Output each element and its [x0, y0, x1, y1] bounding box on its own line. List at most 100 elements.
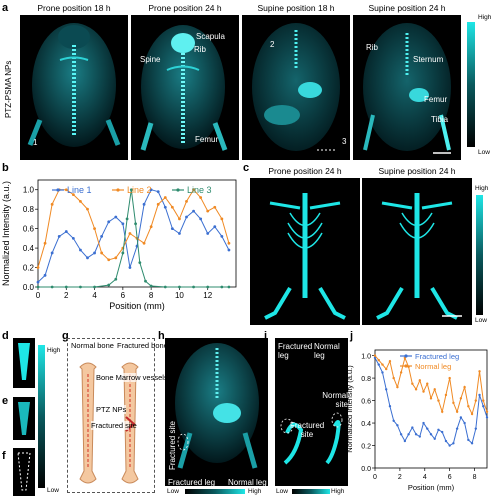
- data-point: [125, 217, 129, 221]
- data-point: [467, 404, 470, 408]
- panel-i-fractured-leg-label: Fractured leg: [278, 342, 313, 360]
- panel-a-colorbar: [467, 22, 475, 147]
- data-point: [385, 367, 388, 371]
- y-tick-label: 0.0: [361, 466, 371, 473]
- data-point: [470, 412, 474, 416]
- mouse-supine-24h-illustration: [363, 23, 451, 154]
- data-point: [385, 388, 388, 391]
- data-point: [64, 285, 68, 289]
- panel-a-image-supine-18h: [242, 15, 350, 160]
- data-point: [407, 433, 410, 436]
- x-axis-label: Position (mm): [109, 301, 165, 311]
- data-point: [43, 273, 47, 277]
- y-tick-label: 0.6: [23, 225, 35, 234]
- data-point: [220, 217, 224, 221]
- panel-a-image-prone-18h: [20, 15, 128, 160]
- x-tick-label: 8: [149, 291, 154, 300]
- panel-i-colorbar-high: High: [331, 488, 345, 495]
- data-point: [433, 388, 436, 391]
- panel-c-image-supine: [362, 178, 472, 325]
- panel-j-line-chart: 0 2 4 6 8 0.0 0.2 0.4 0.6 0.8 1.0 Position (mm) Norm…: [345, 349, 489, 492]
- data-point: [455, 427, 459, 430]
- panel-h-normal-leg-label: Normal leg: [228, 478, 267, 487]
- data-point: [114, 256, 118, 260]
- data-point: [107, 258, 111, 262]
- panel-c-title-2: Supine position 24 h: [378, 166, 456, 176]
- data-point: [86, 207, 89, 211]
- data-point: [192, 209, 195, 213]
- data-point: [227, 241, 231, 245]
- panel-h-image: [165, 338, 268, 486]
- data-point: [57, 235, 61, 238]
- data-point: [441, 430, 444, 434]
- mouse-supine-18h-illustration: [252, 23, 340, 151]
- data-point: [142, 202, 146, 206]
- plot-frame: [374, 349, 488, 469]
- y-axis-label: Normalized Intensity (a.u.): [345, 365, 354, 453]
- data-point: [414, 433, 418, 436]
- data-point: [411, 382, 414, 385]
- data-point: [36, 266, 40, 269]
- data-point: [463, 421, 466, 425]
- mouse-fracture-illustration: [175, 343, 259, 469]
- data-point: [36, 285, 40, 289]
- y-tick-label: 0.4: [23, 244, 35, 253]
- panel-i-colorbar-low: Low: [276, 488, 288, 495]
- panel-b-line-chart: 0 2 4 6 8 10 12 0.0 0.2 0.4 0.6 0.8 1.0 Position (mm)…: [1, 179, 237, 311]
- panel-i-fractured-site-label: Fractured site: [290, 421, 325, 439]
- data-point: [149, 284, 153, 288]
- data-point: [93, 285, 96, 289]
- data-point: [437, 428, 440, 431]
- data-point: [418, 435, 421, 438]
- y-tick-label: 0.0: [23, 283, 35, 292]
- y-tick-label: 0.2: [361, 444, 371, 451]
- data-point: [448, 376, 451, 380]
- panel-a-img4-tibia: Tibia: [431, 115, 449, 124]
- data-point: [128, 266, 132, 269]
- panel-a-image-prone-24h: [131, 15, 239, 160]
- x-tick-label: 0: [373, 474, 377, 481]
- data-point: [429, 397, 433, 400]
- data-point: [418, 379, 421, 382]
- data-point: [170, 227, 174, 231]
- mouse-prone-18h-illustration: [27, 23, 121, 147]
- x-tick-label: 0: [36, 291, 41, 300]
- panel-a-img4-rib: Rib: [366, 43, 379, 52]
- data-point: [163, 196, 167, 199]
- data-point: [138, 261, 142, 265]
- data-point: [156, 202, 160, 206]
- data-point: [227, 248, 231, 252]
- y-tick-label: 0.8: [23, 205, 35, 214]
- data-point: [192, 285, 195, 289]
- data-point: [433, 437, 436, 440]
- panel-h-fractured-leg-label: Fractured leg: [168, 478, 216, 487]
- vial-d-illustration: [18, 343, 30, 380]
- data-point: [50, 251, 54, 255]
- panel-c-colorbar: [476, 195, 483, 315]
- panel-def-colorbar: [38, 345, 45, 488]
- y-tick-label: 1.0: [23, 186, 35, 195]
- data-point: [121, 222, 125, 226]
- data-point: [220, 235, 224, 238]
- panel-a-title-3: Supine position 18 h: [257, 3, 335, 13]
- data-point: [178, 285, 181, 289]
- data-point: [142, 241, 146, 245]
- panel-g-fractured-bone-label: Fractured bone: [117, 341, 168, 350]
- data-point: [163, 285, 167, 289]
- panel-a-img1-label-1: 1: [33, 138, 38, 147]
- panel-a-img2-femur: Femur: [195, 135, 219, 144]
- legend-marker: [404, 364, 408, 368]
- data-point: [470, 442, 474, 445]
- data-point: [64, 230, 68, 233]
- data-point: [100, 235, 104, 238]
- data-point: [114, 277, 118, 281]
- panel-a-img3-label-2: 2: [270, 40, 275, 49]
- panel-h-fractured-site-label: Fractured site: [168, 421, 177, 470]
- panel-letter-j: j: [350, 330, 354, 342]
- panel-a-img3-label-3: 3: [342, 137, 347, 146]
- data-point: [206, 209, 210, 213]
- data-point: [485, 416, 489, 419]
- panel-a-img4-sternum: Sternum: [413, 55, 444, 64]
- data-point: [437, 399, 440, 402]
- panel-d-colorbar-low: Low: [47, 487, 59, 494]
